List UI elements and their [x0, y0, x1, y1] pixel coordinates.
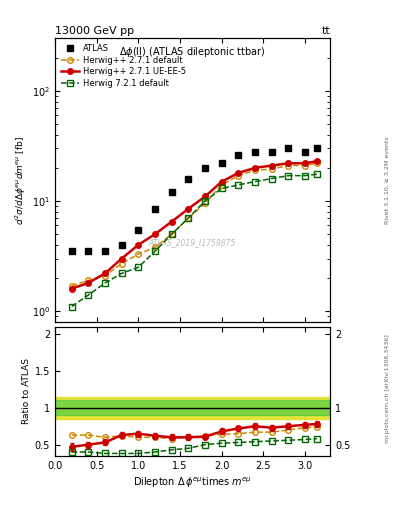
Text: 13000 GeV pp: 13000 GeV pp: [55, 26, 134, 36]
X-axis label: Dilepton $\Delta\,\phi^{e\mu}$times $m^{e\mu}$: Dilepton $\Delta\,\phi^{e\mu}$times $m^{…: [133, 476, 252, 490]
Bar: [55, 397, 330, 419]
Bar: [55, 400, 330, 415]
Y-axis label: $d^2\sigma/d\Delta\phi^{e\mu}dm^{e\mu}$ [fb]: $d^2\sigma/d\Delta\phi^{e\mu}dm^{e\mu}$ …: [13, 136, 28, 225]
Legend: ATLAS, Herwig++ 2.7.1 default, Herwig++ 2.7.1 UE-EE-5, Herwig 7.2.1 default: ATLAS, Herwig++ 2.7.1 default, Herwig++ …: [59, 42, 187, 90]
Text: Rivet 3.1.10, ≥ 3.2M events: Rivet 3.1.10, ≥ 3.2M events: [385, 136, 389, 224]
Text: ATLAS_2019_I1759875: ATLAS_2019_I1759875: [149, 238, 236, 247]
Y-axis label: Ratio to ATLAS: Ratio to ATLAS: [22, 358, 31, 424]
Text: mcplots.cern.ch [arXiv:1306.3436]: mcplots.cern.ch [arXiv:1306.3436]: [385, 334, 389, 443]
Text: tt: tt: [321, 26, 330, 36]
Text: $\Delta\phi$(ll) (ATLAS dileptonic ttbar): $\Delta\phi$(ll) (ATLAS dileptonic ttbar…: [119, 46, 266, 59]
